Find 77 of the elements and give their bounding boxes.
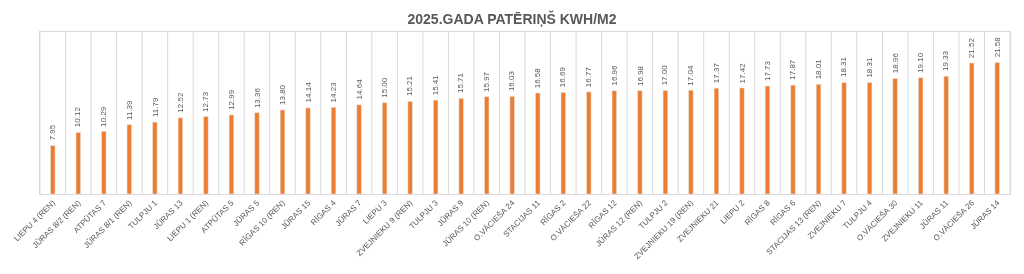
bar <box>535 92 541 194</box>
bar <box>688 89 694 194</box>
data-label: 18.01 <box>813 58 823 80</box>
bar <box>637 90 643 194</box>
bar <box>816 84 822 194</box>
data-label: 17.87 <box>788 59 798 80</box>
bar <box>764 85 771 194</box>
bar <box>228 114 234 194</box>
data-label: 12.73 <box>200 91 210 112</box>
data-label: 17.37 <box>711 62 721 84</box>
bar <box>407 101 413 194</box>
data-label: 16.77 <box>584 66 594 88</box>
bar <box>713 87 719 194</box>
data-label: 15.71 <box>456 72 466 93</box>
data-label: 12.99 <box>227 89 237 110</box>
data-label: 16.69 <box>558 66 568 88</box>
bar <box>254 112 260 194</box>
bar <box>739 87 745 194</box>
data-label: 16.96 <box>610 64 620 86</box>
bar <box>331 107 337 194</box>
data-label: 19.10 <box>916 52 926 73</box>
data-label: 13.36 <box>252 87 262 109</box>
data-label: 16.58 <box>533 67 543 89</box>
data-label: 14.14 <box>303 81 313 103</box>
bar <box>969 62 975 194</box>
data-label: 18.96 <box>891 52 901 74</box>
bar <box>305 107 311 194</box>
data-label: 15.21 <box>405 75 415 96</box>
data-label: 14.23 <box>328 81 338 103</box>
bar <box>841 82 847 194</box>
data-label: 17.00 <box>660 64 670 86</box>
data-label: 15.00 <box>380 77 390 98</box>
data-label: 21.52 <box>967 37 977 59</box>
bar <box>382 102 388 194</box>
data-label: 10.12 <box>73 106 83 128</box>
bar <box>509 96 515 194</box>
chart-title: 2025.GADA PATĒRIŅŠ KWH/M2 <box>407 9 617 27</box>
bar <box>892 78 898 194</box>
bar <box>458 98 464 194</box>
data-label: 18.31 <box>864 57 874 78</box>
bar <box>203 116 209 194</box>
data-label: 16.98 <box>635 65 645 86</box>
data-label: 15.97 <box>482 71 492 92</box>
data-label: 18.31 <box>839 56 849 78</box>
bar <box>101 131 107 194</box>
bar <box>433 99 439 194</box>
data-label: 21.58 <box>993 36 1003 58</box>
bar <box>943 76 949 194</box>
bar <box>484 96 490 194</box>
data-label: 13.80 <box>278 84 288 105</box>
bar <box>586 91 592 194</box>
data-label: 12.52 <box>176 92 186 113</box>
bar <box>662 90 668 194</box>
data-label: 11.39 <box>124 99 134 120</box>
data-label: 14.64 <box>354 78 364 100</box>
bar <box>152 121 158 194</box>
data-label: 7.95 <box>48 124 58 141</box>
bar <box>790 84 796 194</box>
bar <box>918 77 924 194</box>
data-label: 10.29 <box>98 106 108 127</box>
bar <box>75 132 81 194</box>
data-label: 17.73 <box>762 60 772 82</box>
data-label: 17.42 <box>737 62 747 84</box>
bar <box>50 145 56 194</box>
bar <box>279 109 286 194</box>
data-label: 17.04 <box>686 65 696 86</box>
bar <box>994 62 1000 194</box>
data-label: 16.03 <box>507 70 517 92</box>
bar <box>867 82 873 194</box>
data-label: 15.41 <box>431 74 441 96</box>
bar <box>126 124 132 194</box>
bar <box>356 104 362 194</box>
bar <box>560 92 566 194</box>
data-label: 11.79 <box>150 97 160 118</box>
bar <box>611 90 617 194</box>
bar <box>177 117 183 194</box>
data-label: 19.33 <box>941 50 951 71</box>
